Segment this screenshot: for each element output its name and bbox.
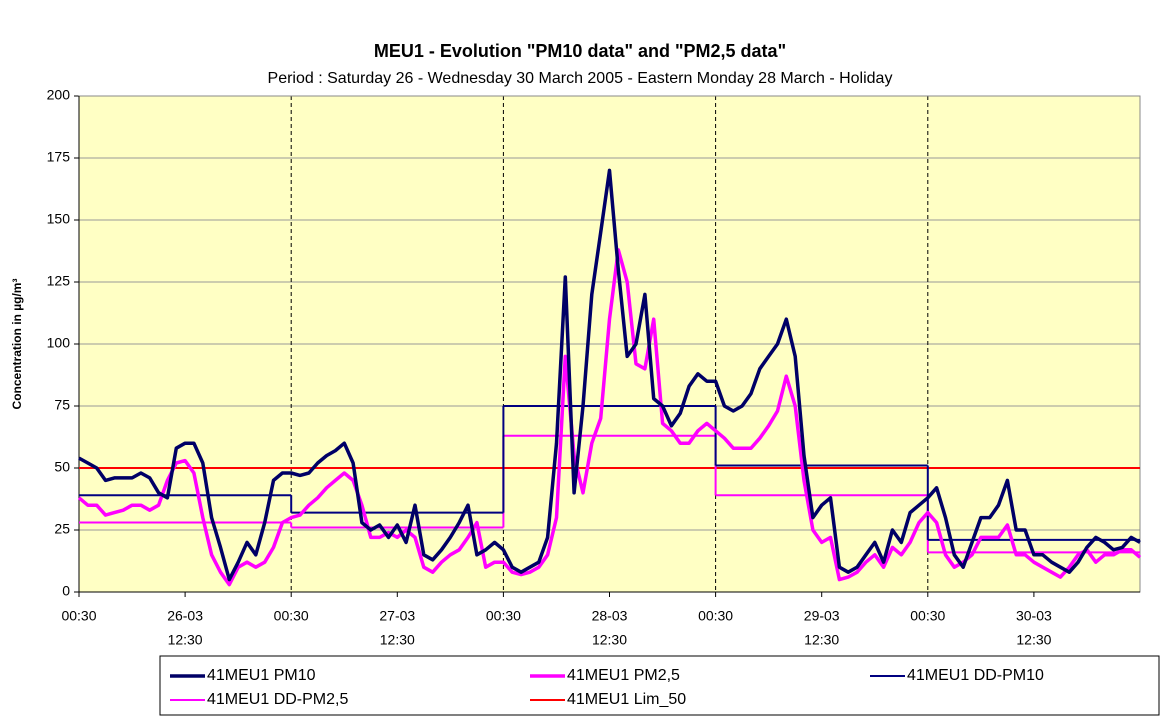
day-label: 30-03	[1016, 608, 1052, 624]
day-label: 29-03	[804, 608, 840, 624]
y-tick-label: 175	[47, 149, 71, 165]
y-tick-label: 150	[47, 211, 71, 227]
y-tick-label: 25	[54, 521, 70, 537]
y-tick-label: 75	[54, 397, 70, 413]
day-label: 28-03	[592, 608, 628, 624]
legend-label: 41MEU1 Lim_50	[567, 691, 686, 708]
x-tick-label: 12:30	[592, 632, 627, 648]
series-line	[78, 168, 1141, 582]
y-tick-label: 0	[62, 583, 70, 599]
chart-subtitle: Period : Saturday 26 - Wednesday 30 Marc…	[268, 70, 893, 87]
y-tick-label: 50	[54, 459, 70, 475]
y-tick-label: 100	[47, 335, 71, 351]
y-tick-label: 125	[47, 273, 71, 289]
day-label: 26-03	[167, 608, 203, 624]
y-tick-label: 200	[47, 87, 71, 103]
day-label: 27-03	[379, 608, 415, 624]
x-tick-label: 12:30	[380, 632, 415, 648]
x-tick-label: 00:30	[910, 608, 945, 624]
x-tick-label: 12:30	[168, 632, 203, 648]
x-tick-label: 12:30	[804, 632, 839, 648]
legend-label: 41MEU1 PM10	[207, 667, 316, 684]
x-tick-label: 00:30	[698, 608, 733, 624]
legend-label: 41MEU1 DD-PM10	[907, 667, 1044, 684]
legend-label: 41MEU1 PM2,5	[567, 667, 680, 684]
legend-box	[159, 655, 1160, 716]
x-tick-label: 12:30	[1016, 632, 1051, 648]
x-tick-label: 00:30	[486, 608, 521, 624]
x-tick-label: 00:30	[274, 608, 309, 624]
y-axis-label: Concentration in µg/m³	[10, 279, 24, 410]
chart-title: MEU1 - Evolution "PM10 data" and "PM2,5 …	[374, 41, 786, 61]
legend-label: 41MEU1 DD-PM2,5	[207, 691, 348, 708]
x-tick-label: 00:30	[61, 608, 96, 624]
